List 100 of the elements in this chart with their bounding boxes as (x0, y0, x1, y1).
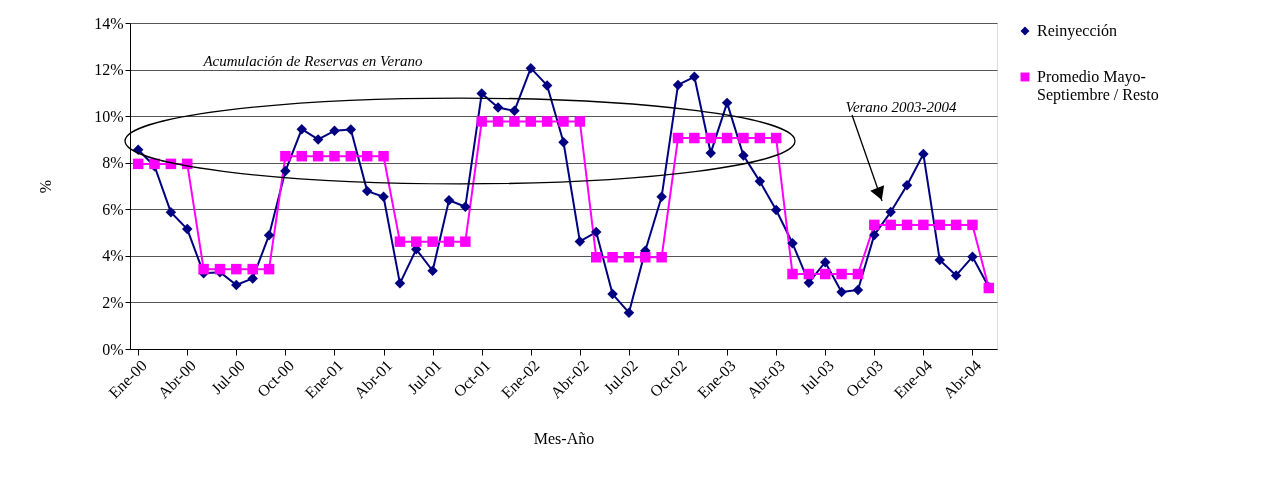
point (689, 132, 700, 144)
point (787, 238, 798, 249)
point (934, 254, 945, 266)
point (738, 150, 749, 161)
point (852, 268, 864, 280)
point (672, 132, 684, 144)
point (198, 263, 209, 275)
point (705, 147, 716, 159)
point (231, 279, 242, 291)
point (885, 219, 896, 231)
annotation: Verano 2003-2004 (845, 99, 958, 115)
point (329, 150, 340, 162)
y-tick-label: 4% (102, 247, 124, 265)
point (640, 252, 651, 263)
point (558, 136, 569, 148)
point (738, 132, 749, 144)
point (787, 268, 798, 280)
point (378, 150, 389, 162)
point (934, 219, 945, 231)
point (607, 288, 618, 300)
point (590, 252, 602, 263)
point (509, 116, 520, 127)
y-tick-label: 10% (94, 107, 124, 125)
point (869, 229, 880, 241)
point (427, 236, 438, 247)
point (607, 252, 618, 263)
point (836, 286, 847, 298)
x-axis-title: Mes-Año (533, 430, 595, 448)
point (574, 116, 586, 127)
point (394, 278, 406, 289)
point (361, 185, 373, 197)
point (345, 124, 357, 135)
point (263, 263, 275, 275)
point (721, 132, 733, 144)
point (525, 116, 537, 127)
point (656, 191, 667, 202)
y-tick-label: 2% (102, 293, 124, 311)
point (590, 226, 602, 238)
point (836, 268, 847, 280)
point (869, 219, 880, 231)
point (541, 80, 553, 91)
point (443, 194, 455, 206)
point (165, 207, 177, 218)
point (525, 62, 537, 74)
point (460, 201, 471, 212)
point (721, 97, 733, 109)
point (901, 219, 913, 231)
point (247, 263, 258, 275)
point (950, 270, 962, 281)
y-tick-label: 6% (102, 200, 124, 218)
y-axis-title: % (37, 179, 55, 194)
point (623, 307, 635, 318)
y-tick-label: 12% (94, 61, 124, 79)
point (770, 204, 782, 216)
point (623, 252, 635, 263)
point (689, 71, 700, 83)
point (967, 251, 978, 263)
point (378, 191, 389, 202)
point (885, 206, 896, 218)
y-tick-label: 0% (102, 340, 124, 358)
point (918, 148, 929, 160)
point (394, 236, 406, 247)
point (819, 268, 831, 280)
y-tick-label: 14% (94, 14, 124, 32)
point (901, 180, 913, 191)
point (967, 219, 978, 231)
point (231, 263, 242, 275)
point (411, 236, 422, 247)
point (312, 150, 324, 162)
point (754, 132, 766, 144)
point (443, 236, 455, 247)
legend-label: Reinyección (1037, 22, 1117, 40)
point (132, 158, 144, 170)
point (460, 236, 471, 247)
point (182, 223, 193, 235)
point (819, 256, 831, 268)
point (541, 116, 553, 127)
point (509, 105, 520, 117)
point (918, 219, 929, 231)
y-tick-label: 8% (102, 154, 124, 172)
point (705, 132, 716, 144)
point (312, 134, 324, 145)
point (280, 165, 291, 177)
point (558, 116, 569, 127)
point (280, 150, 291, 162)
point (476, 116, 487, 127)
point (803, 268, 815, 280)
point (247, 273, 258, 284)
point (476, 88, 487, 99)
point (656, 252, 667, 263)
point (329, 125, 340, 137)
point (345, 150, 357, 162)
point (852, 284, 864, 296)
point (950, 219, 962, 231)
point (754, 176, 766, 187)
point (361, 150, 373, 162)
point (296, 150, 308, 162)
legend-label: Promedio Mayo-Septiembre / Resto (1037, 68, 1159, 104)
annotation: Acumulación de Reservas en Verano (202, 53, 424, 69)
point (672, 79, 684, 91)
